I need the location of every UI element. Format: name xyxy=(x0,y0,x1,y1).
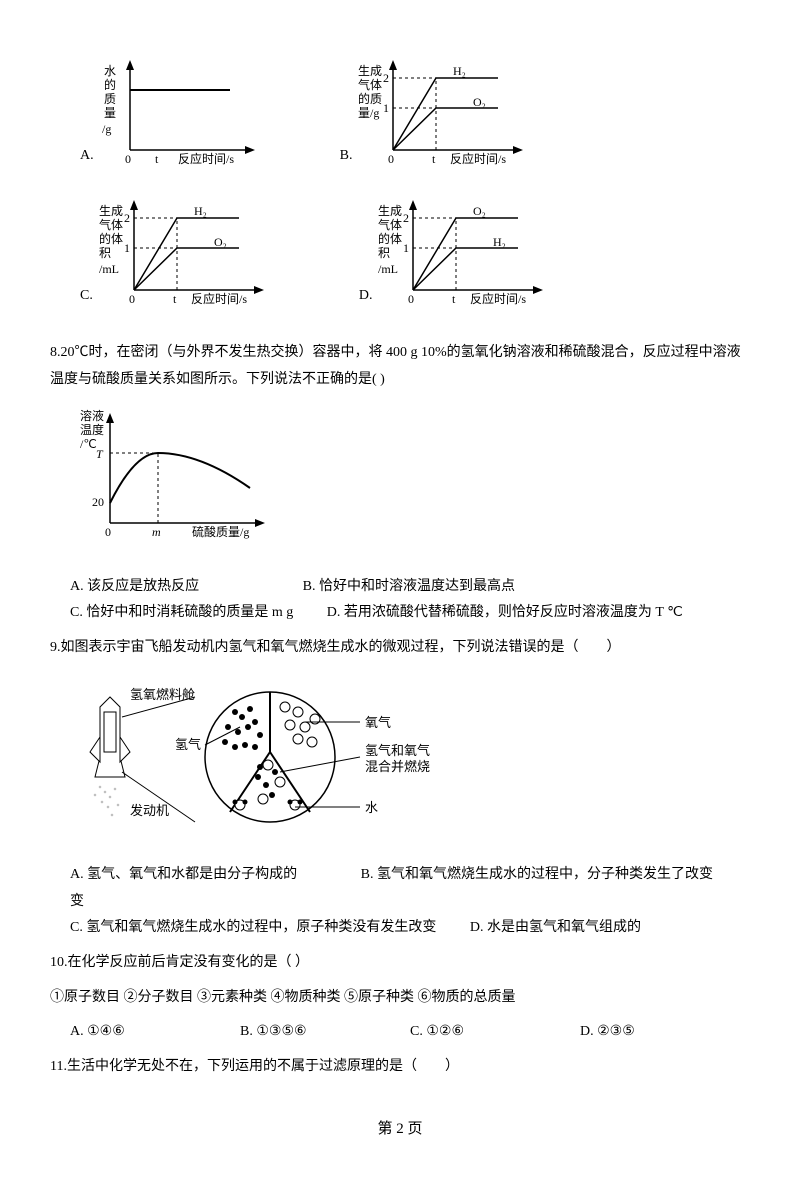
q10-text: 10.在化学反应前后肯定没有变化的是（ ） xyxy=(50,950,750,977)
chart-C-ty-2: 2 xyxy=(124,211,130,225)
charts-row-2: C. 生成 气体 的体 积 /mL H₂ O₂ 2 1 0 t 反应时间/s D… xyxy=(80,200,750,310)
chart-A-ylabel-3: 量 xyxy=(104,106,116,120)
q10-opt-D: D. ②③⑤ xyxy=(580,1019,750,1046)
q9-opt-A: A. 氢气、氧气和水都是由分子构成的 xyxy=(70,867,297,882)
chart-D-yl-1: 气体 xyxy=(378,217,402,232)
chart-D-tx-t: t xyxy=(452,292,456,306)
q10-opt-C: C. ①②⑥ xyxy=(410,1019,580,1046)
q8-tick-20: 20 xyxy=(92,495,104,509)
chart-C: C. 生成 气体 的体 积 /mL H₂ O₂ 2 1 0 t 反应时间/s xyxy=(80,200,279,310)
q8-yl-0: 溶液 xyxy=(80,408,104,423)
chart-B-yl-2: 的质 xyxy=(358,91,382,106)
chart-B-yl-1: 气体 xyxy=(358,77,382,92)
chart-B: B. 生成 气体 的质 量/g H₂ O₂ 2 1 0 t 反应时间/s xyxy=(340,60,539,170)
q8-opt-B: B. 恰好中和时溶液温度达到最高点 xyxy=(303,579,515,594)
q9-label-o2: 氧气 xyxy=(365,715,391,730)
q8-opts-line1: A. 该反应是放热反应 B. 恰好中和时溶液温度达到最高点 xyxy=(70,574,750,601)
chart-A-label: A. xyxy=(80,143,94,170)
q8-opt-C: C. 恰好中和时消耗硫酸的质量是 m g xyxy=(70,605,293,620)
chart-D-yl-3: 积 xyxy=(378,246,390,260)
chart-C-tx-0: 0 xyxy=(129,292,135,306)
chart-D-yl-0: 生成 xyxy=(378,204,402,218)
chart-C-yl-3: 积 xyxy=(99,246,111,260)
q9-opts-line1b: 变 xyxy=(70,889,750,916)
chart-C-yl-4: /mL xyxy=(99,262,119,276)
q9-label-engine: 发动机 xyxy=(130,803,169,818)
chart-B-xlabel: 反应时间/s xyxy=(450,151,506,166)
q8-text: 8.20℃时，在密闭（与外界不发生热交换）容器中，将 400 g 10%的氢氧化… xyxy=(50,340,750,393)
q8-opt-D: D. 若用浓硫酸代替稀硫酸，则恰好反应时溶液温度为 T ℃ xyxy=(327,605,683,620)
chart-D-ty-2: 2 xyxy=(403,211,409,225)
chart-B-tx-0: 0 xyxy=(388,152,394,166)
q9-diagram: 氢氧燃料舱 发动机 xyxy=(80,677,750,848)
q8-opt-A: A. 该反应是放热反应 xyxy=(70,579,199,594)
chart-C-yl-2: 的体 xyxy=(99,231,123,246)
q9-label-h2: 氢气 xyxy=(175,737,201,752)
q8-tick-T: T xyxy=(96,447,104,461)
q9-opt-C: C. 氢气和氧气燃烧生成水的过程中，原子种类没有发生改变 xyxy=(70,920,436,935)
chart-A-ylabel-4: /g xyxy=(102,122,111,136)
chart-C-yl-1: 气体 xyxy=(99,217,123,232)
chart-B-svg: 生成 气体 的质 量/g H₂ O₂ 2 1 0 t 反应时间/s xyxy=(358,60,538,170)
chart-C-label: C. xyxy=(80,283,93,310)
chart-A-tick-0: 0 xyxy=(125,152,131,166)
q8-yl-1: 温度 xyxy=(80,422,104,437)
chart-C-tx-t: t xyxy=(173,292,177,306)
q10-sub: ①原子数目 ②分子数目 ③元素种类 ④物质种类 ⑤原子种类 ⑥物质的总质量 xyxy=(50,985,750,1012)
chart-A: A. 水 的 质 量 /g 0 t 反应时间/s xyxy=(80,60,260,170)
q8-tick-m: m xyxy=(152,525,161,539)
chart-B-ty-2: 2 xyxy=(383,71,389,85)
chart-D-h2: H₂ xyxy=(493,235,506,249)
q8-opts-line2: C. 恰好中和时消耗硫酸的质量是 m g D. 若用浓硫酸代替稀硫酸，则恰好反应… xyxy=(70,600,750,627)
chart-D-svg: 生成 气体 的体 积 /mL O₂ H₂ 2 1 0 t 反应时间/s xyxy=(378,200,558,310)
charts-row-1: A. 水 的 质 量 /g 0 t 反应时间/s B. 生成 气体 的质 量/g xyxy=(80,60,750,170)
chart-B-h2: H₂ xyxy=(453,64,466,78)
q9-label-water: 水 xyxy=(365,800,378,815)
q9-label-mix-1: 氢气和氧气 xyxy=(365,743,430,758)
chart-C-o2: O₂ xyxy=(214,235,227,249)
chart-D-o2: O₂ xyxy=(473,204,486,218)
chart-D-label: D. xyxy=(359,283,373,310)
chart-D-tx-0: 0 xyxy=(408,292,414,306)
chart-A-ylabel-0: 水 xyxy=(104,64,116,78)
chart-D-yl-4: /mL xyxy=(378,262,398,276)
chart-C-yl-0: 生成 xyxy=(99,204,123,218)
chart-A-xlabel: 反应时间/s xyxy=(178,151,234,166)
q9-opt-B: B. 氢气和氧气燃烧生成水的过程中，分子种类发生了改变 xyxy=(361,867,713,882)
chart-A-svg: 水 的 质 量 /g 0 t 反应时间/s xyxy=(100,60,260,170)
q8-yl-2: /℃ xyxy=(80,437,97,451)
chart-B-label: B. xyxy=(340,143,353,170)
q9-text: 9.如图表示宇宙飞船发动机内氢气和氧气燃烧生成水的微观过程，下列说法错误的是（ … xyxy=(50,635,750,662)
chart-C-ty-1: 1 xyxy=(124,241,130,255)
q10-opts: A. ①④⑥ B. ①③⑤⑥ C. ①②⑥ D. ②③⑤ xyxy=(70,1019,750,1046)
q11-text: 11.生活中化学无处不在，下列运用的不属于过滤原理的是（ ） xyxy=(50,1054,750,1081)
q10-opt-A: A. ①④⑥ xyxy=(70,1019,240,1046)
chart-A-tick-t: t xyxy=(155,152,159,166)
chart-D: D. 生成 气体 的体 积 /mL O₂ H₂ 2 1 0 t 反应时间/s xyxy=(359,200,559,310)
chart-B-yl-3: 量/g xyxy=(358,106,379,120)
q8-chart: 溶液 温度 /℃ T 20 0 m 硫酸质量/g xyxy=(80,408,750,559)
chart-A-ylabel-2: 质 xyxy=(104,92,116,106)
chart-B-o2: O₂ xyxy=(473,95,486,109)
chart-C-h2: H₂ xyxy=(194,204,207,218)
chart-B-ty-1: 1 xyxy=(383,101,389,115)
q8-xlabel: 硫酸质量/g xyxy=(192,524,249,539)
q10-opt-B: B. ①③⑤⑥ xyxy=(240,1019,410,1046)
q9-label-mix-2: 混合并燃烧 xyxy=(365,759,430,774)
q9-opts-line2: C. 氢气和氧气燃烧生成水的过程中，原子种类没有发生改变 D. 水是由氢气和氧气… xyxy=(70,915,750,942)
q9-opt-D: D. 水是由氢气和氧气组成的 xyxy=(470,920,641,935)
chart-B-tx-t: t xyxy=(432,152,436,166)
page-footer: 第 2 页 xyxy=(50,1115,750,1144)
chart-C-svg: 生成 气体 的体 积 /mL H₂ O₂ 2 1 0 t 反应时间/s xyxy=(99,200,279,310)
chart-A-ylabel-1: 的 xyxy=(104,77,116,92)
q9-label-fuel: 氢氧燃料舱 xyxy=(130,687,195,702)
chart-C-xlabel: 反应时间/s xyxy=(191,291,247,306)
chart-B-yl-0: 生成 xyxy=(358,64,382,78)
chart-D-yl-2: 的体 xyxy=(378,231,402,246)
q8-tick-0: 0 xyxy=(105,525,111,539)
chart-D-xlabel: 反应时间/s xyxy=(470,291,526,306)
q9-opts-line1: A. 氢气、氧气和水都是由分子构成的 B. 氢气和氧气燃烧生成水的过程中，分子种… xyxy=(70,862,750,889)
chart-D-ty-1: 1 xyxy=(403,241,409,255)
